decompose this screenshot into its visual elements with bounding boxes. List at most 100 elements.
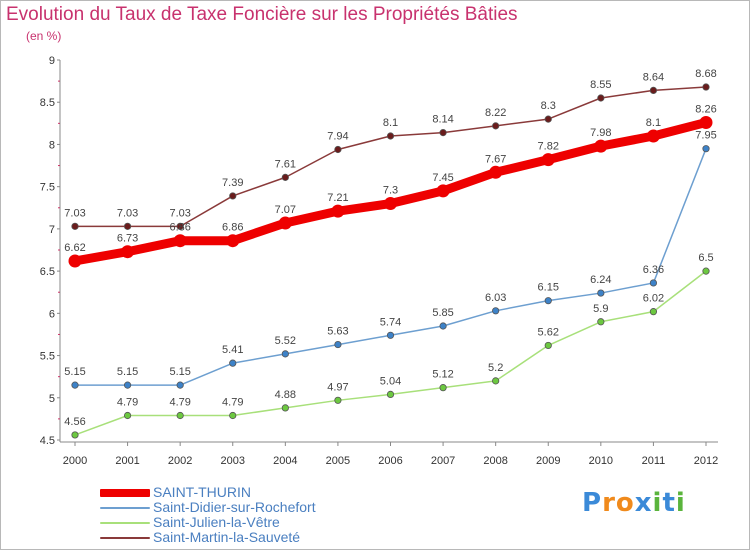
data-label: 7.82 [538,141,559,153]
logo-letter: P [582,488,603,518]
data-point [386,390,395,398]
data-point [123,381,132,389]
data-point [281,173,289,181]
data-label: 5.9 [593,303,608,315]
data-label: 7.3 [383,185,398,197]
data-label: 5.15 [117,366,138,378]
data-point [176,381,184,389]
data-point [173,234,187,248]
data-label: 7.61 [275,158,296,170]
data-label: 5.62 [538,326,559,338]
data-label: 8.14 [432,114,453,126]
data-point [331,204,345,218]
data-label: 4.79 [117,397,138,409]
chart-title: Evolution du Taux de Taxe Foncière sur l… [6,4,518,25]
data-point [281,350,289,358]
data-label: 7.07 [275,204,296,216]
data-label: 8.1 [646,117,661,129]
data-label: 7.67 [485,153,506,165]
data-point [649,279,658,287]
data-point [597,318,605,326]
data-point [278,216,292,230]
data-point [649,86,658,95]
data-point [386,331,395,339]
x-tick-label: 2012 [694,455,718,467]
data-label: 5.15 [64,366,85,378]
data-point [334,145,342,154]
data-label: 6.73 [117,233,138,245]
logo-letter: t [662,488,676,518]
data-label: 6.15 [538,282,559,294]
data-point [594,139,608,153]
data-label: 8.64 [643,71,664,83]
x-tick-label: 2003 [221,455,245,467]
legend-swatch [100,507,150,509]
data-label: 5.52 [275,335,296,347]
chart-series-lines [68,83,713,439]
series-line [74,270,707,436]
data-point [702,83,710,91]
data-label: 5.63 [327,326,348,338]
legend-swatch [100,522,150,524]
x-tick-label: 2011 [642,455,666,467]
y-tick-label: 7.5 [40,182,55,194]
data-point [544,341,552,350]
data-label: 6.86 [169,222,190,234]
x-tick-label: 2006 [378,455,402,467]
data-point [492,377,500,385]
y-tick-label: 6.5 [40,266,55,278]
x-tick-label: 2005 [326,455,350,467]
data-label: 6.62 [64,242,85,254]
x-tick-label: 2002 [168,455,192,467]
data-point [229,192,237,200]
data-label: 8.22 [485,107,506,119]
data-label: 8.55 [590,79,611,91]
data-point [123,411,132,420]
data-label: 7.03 [64,207,85,219]
data-label: 4.97 [327,381,348,393]
legend-swatch [100,537,150,539]
data-point [226,234,240,248]
logo-letter: r [602,488,616,518]
data-point [702,267,710,275]
data-point [649,308,658,316]
data-point [541,153,555,167]
data-label: 5.41 [222,344,243,356]
x-tick-label: 2004 [273,455,297,467]
data-label: 8.26 [695,103,716,115]
x-tick-label: 2008 [483,455,507,467]
x-tick-label: 2007 [431,455,455,467]
y-tick-label: 8.5 [40,97,55,109]
data-point [436,184,450,198]
data-label: 5.04 [380,375,401,387]
chart-data-labels: 6.62 6.73 6.86 6.86 7.07 7.21 7.3 7.45 7.67 7.82 7… [64,68,716,428]
x-tick-label: 2001 [115,455,139,467]
data-label: 7.39 [222,177,243,189]
data-label: 5.15 [169,366,190,378]
data-point [699,115,713,129]
data-point [384,197,397,211]
data-label: 6.86 [222,222,243,234]
data-point [281,404,289,412]
data-point [544,115,552,123]
legend-label: Saint-Martin-la-Sauveté [153,529,301,545]
data-label: 4.56 [64,416,85,428]
data-label: 6.03 [485,292,506,304]
x-tick-label: 2000 [63,455,87,467]
data-point [176,411,184,420]
data-label: 6.5 [698,252,713,264]
data-point [544,297,552,305]
y-tick-label: 6 [49,308,55,320]
data-point [646,129,660,143]
data-label: 7.03 [169,207,190,219]
chart-subtitle: (en %) [26,29,62,43]
data-point [334,340,342,349]
logo-letter: i [652,488,663,518]
data-label: 5.85 [432,307,453,319]
data-point [439,322,447,330]
data-label: 6.36 [643,264,664,276]
data-label: 5.74 [380,316,401,328]
data-label: 7.95 [695,130,716,142]
data-point [68,254,82,268]
